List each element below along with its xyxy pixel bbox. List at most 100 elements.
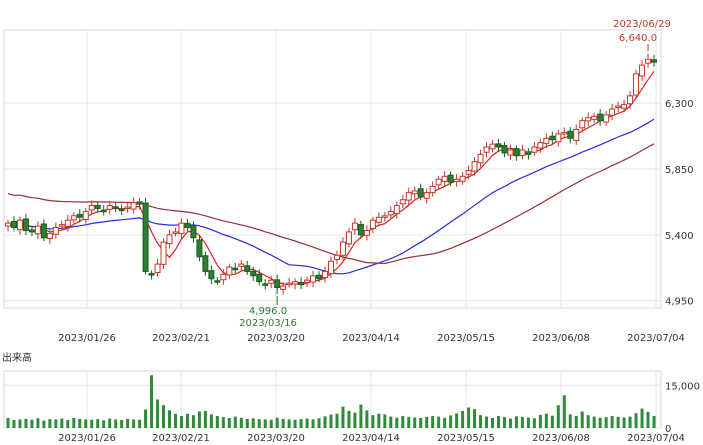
- volume-bar: [652, 416, 656, 428]
- volume-bar: [580, 411, 584, 428]
- volume-bar: [526, 417, 530, 428]
- candle-down: [202, 255, 209, 272]
- candle-up: [304, 279, 311, 284]
- volume-bar: [598, 417, 602, 428]
- axis-labels: 出来高 2023/06/29 6,640.0 4,996.0 2023/03/1…: [2, 19, 671, 364]
- candle-up: [627, 95, 634, 105]
- candle-down: [10, 221, 17, 229]
- candle-up: [645, 58, 652, 64]
- price-y-tick-label: 6,300: [665, 99, 694, 110]
- candle-down: [244, 265, 251, 272]
- candle-up: [615, 105, 622, 109]
- volume-bar: [191, 415, 195, 428]
- volume-bar: [437, 416, 441, 428]
- price-grid: 6,300 5,850 5,400 4,950 2023/01/26 2023/02/21…: [3, 29, 694, 344]
- volume-bar: [251, 418, 255, 428]
- volume-bar: [84, 419, 88, 428]
- price-y-tick-label: 5,400: [665, 231, 694, 242]
- candle-up: [387, 210, 394, 216]
- candle-up: [453, 178, 460, 183]
- candle-down: [651, 59, 657, 63]
- volume-bar: [36, 418, 40, 428]
- candle-up: [393, 205, 400, 215]
- volume-bar: [347, 410, 351, 428]
- candle-up: [64, 219, 71, 227]
- candle-down: [525, 151, 532, 155]
- volume-x-tick-label: 2023/04/14: [342, 433, 400, 444]
- volume-bar: [556, 405, 560, 428]
- volume-bar: [634, 413, 638, 428]
- candle-up: [543, 137, 550, 144]
- price-x-tick-label: 2023/06/08: [532, 333, 590, 344]
- volume-x-tick-label: 2023/07/04: [627, 433, 685, 444]
- candle-down: [232, 267, 239, 271]
- volume-bar: [221, 417, 225, 428]
- volume-bar: [179, 416, 183, 428]
- volume-bar: [299, 419, 303, 428]
- candle-up: [603, 114, 610, 123]
- volume-bar: [365, 410, 369, 428]
- candle-down: [28, 229, 35, 233]
- candle-up: [381, 215, 388, 218]
- volume-bar: [574, 416, 578, 428]
- volume-x-tick-label: 2023/05/15: [437, 433, 495, 444]
- volume-bar: [413, 417, 417, 428]
- candle-up: [459, 175, 466, 182]
- candle-up: [405, 191, 412, 201]
- candle-down: [148, 273, 155, 276]
- candle-up: [483, 146, 490, 153]
- candle-up: [411, 190, 418, 195]
- candle-up: [292, 281, 299, 285]
- candle-down: [513, 148, 520, 157]
- volume-bar: [233, 416, 237, 428]
- volume-bar: [197, 411, 201, 428]
- volume-bar: [96, 419, 100, 428]
- candle-up: [477, 153, 484, 164]
- volume-bar: [203, 410, 207, 428]
- candle-up: [555, 133, 562, 143]
- volume-bar: [6, 418, 10, 428]
- volume-bar: [239, 417, 243, 428]
- volume-bar: [568, 414, 572, 428]
- volume-bar: [114, 419, 118, 428]
- volume-bar: [78, 418, 82, 428]
- volume-bar: [538, 414, 542, 428]
- candle-up: [573, 128, 580, 141]
- candle-down: [274, 279, 281, 289]
- volume-bar: [72, 418, 76, 428]
- volume-bar: [66, 420, 70, 428]
- volume-bar: [102, 420, 106, 428]
- volume-bar: [401, 416, 405, 428]
- candle-up: [423, 191, 430, 199]
- volume-bar: [389, 416, 393, 428]
- volume-bar: [257, 419, 261, 428]
- candle-up: [286, 282, 293, 286]
- price-x-tick-label: 2023/01/26: [58, 333, 116, 344]
- volume-x-tick-label: 2023/01/26: [58, 433, 116, 444]
- volume-bar: [383, 414, 387, 428]
- volume-bar: [18, 419, 22, 428]
- volume-bar: [48, 419, 52, 428]
- volume-bar: [491, 418, 494, 428]
- candle-down: [40, 223, 47, 239]
- volume-bar: [550, 415, 554, 428]
- candle-down: [262, 283, 269, 286]
- volume-bar: [502, 417, 506, 428]
- volume-bar: [562, 395, 566, 428]
- candle-down: [298, 282, 305, 286]
- candle-down: [94, 204, 101, 210]
- volume-bar: [449, 415, 453, 428]
- candle-down: [417, 188, 424, 198]
- candle-down: [112, 206, 119, 210]
- volume-bar: [640, 408, 644, 428]
- candle-down: [495, 143, 502, 148]
- candle-up: [46, 232, 53, 240]
- volume-bar: [485, 416, 489, 428]
- candle-down: [100, 209, 107, 213]
- candle-up: [34, 225, 41, 235]
- candle-up: [345, 231, 352, 245]
- volume-bar: [532, 418, 536, 428]
- candle-up: [220, 273, 227, 281]
- candle-up: [70, 215, 77, 221]
- volume-bar: [443, 417, 447, 428]
